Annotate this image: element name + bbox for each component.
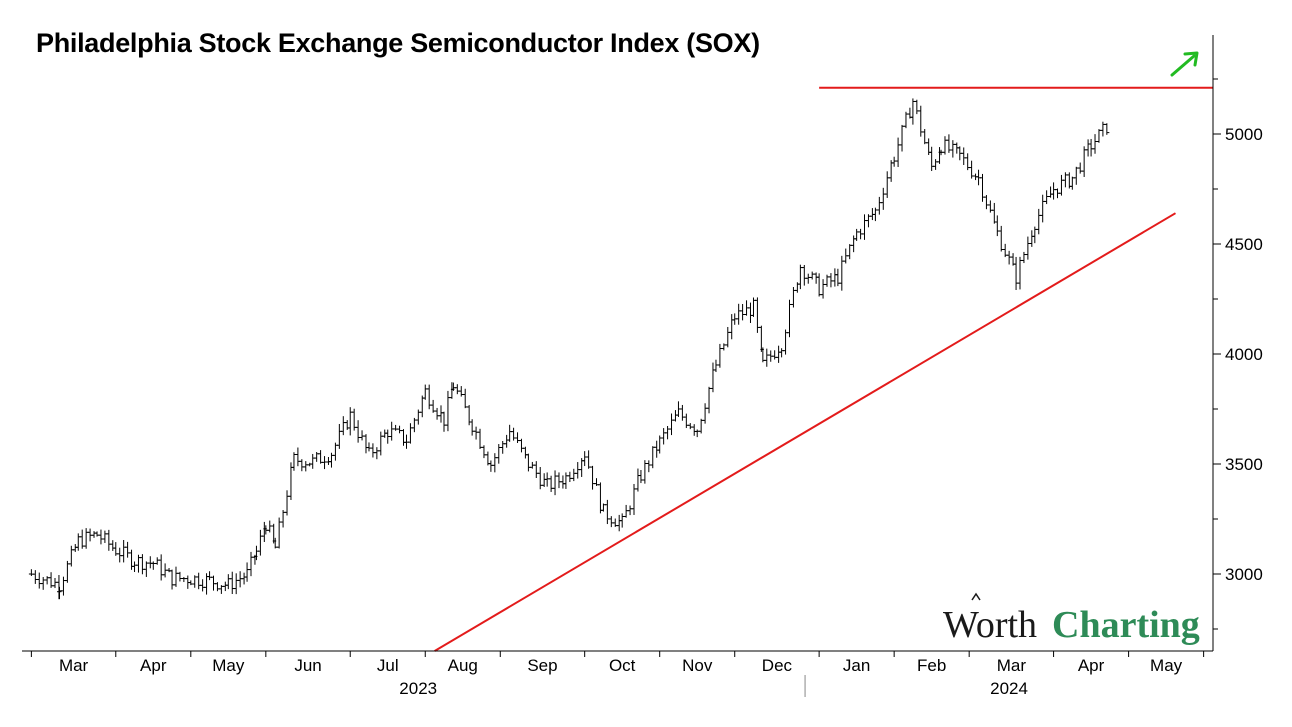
y-tick-label: 3500 [1225,455,1263,474]
brand-word-charting: Charting [1052,604,1200,646]
x-tick-label: Jan [843,656,870,675]
x-year-label: 2023 [399,679,437,698]
y-tick-label: 5000 [1225,125,1263,144]
chart-title: Philadelphia Stock Exchange Semiconducto… [36,28,760,58]
x-tick-label: Sep [527,656,557,675]
x-tick-label: Jul [377,656,399,675]
y-tick-label: 4000 [1225,345,1263,364]
arrow-shaft [1170,54,1196,77]
x-tick-label: Jun [294,656,321,675]
trendlines [434,51,1213,652]
x-tick-label: May [1150,656,1183,675]
x-tick-label: Feb [917,656,946,675]
brand-accent-icon [971,592,981,601]
x-tick-label: May [212,656,245,675]
x-tick-label: Apr [1078,656,1105,675]
brand-word-worth: Worth [943,604,1037,646]
brand-logo: Worth Charting [943,592,1200,646]
y-tick-label: 4500 [1225,235,1263,254]
x-tick-label: Aug [448,656,478,675]
support-trendline [434,212,1176,652]
x-tick-label: Apr [140,656,167,675]
y-tick-label: 3000 [1225,565,1263,584]
x-tick-label: Nov [682,656,713,675]
x-tick-label: Mar [997,656,1027,675]
x-tick-label: Dec [762,656,793,675]
arrow-head [1183,51,1199,67]
axes: 3000 3500 4000 4500 5000 Mar Apr May Jun Jul Aug Se… [22,35,1263,698]
x-year-label: 2024 [990,679,1028,698]
green-arrow-icon [1170,51,1199,77]
x-tick-label: Oct [609,656,636,675]
x-tick-label: Mar [59,656,89,675]
price-bars [28,98,1110,600]
